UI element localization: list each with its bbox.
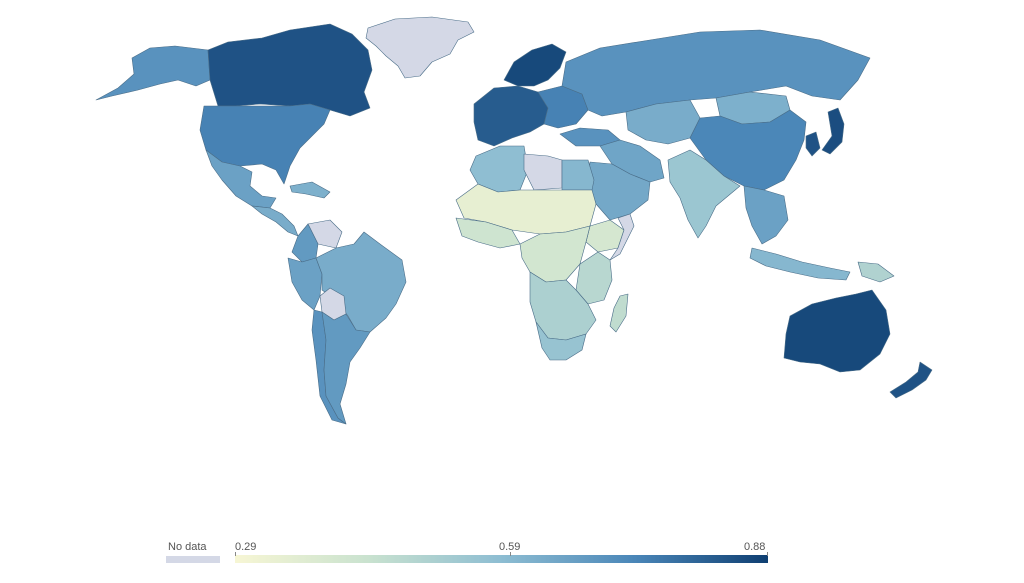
region-south-africa[interactable] [535, 321, 587, 361]
region-alaska[interactable] [95, 45, 211, 101]
region-russia[interactable] [561, 29, 871, 117]
region-caribbean[interactable] [289, 181, 331, 199]
region-southern-africa[interactable] [529, 271, 597, 341]
region-china[interactable] [689, 109, 807, 191]
region-southeast-asia[interactable] [743, 185, 789, 245]
region-new-zealand[interactable] [889, 361, 933, 399]
region-madagascar[interactable] [609, 293, 629, 333]
region-indonesia[interactable] [749, 247, 851, 281]
region-australia[interactable] [783, 289, 891, 373]
region-peru[interactable] [287, 257, 323, 311]
region-india[interactable] [667, 149, 741, 239]
region-western-europe[interactable] [473, 85, 549, 147]
region-somalia[interactable] [609, 213, 635, 261]
region-japan[interactable] [821, 107, 845, 155]
region-libya[interactable] [523, 153, 563, 191]
region-egypt[interactable] [561, 159, 595, 191]
region-argentina[interactable] [321, 311, 371, 425]
region-greenland[interactable] [365, 16, 475, 79]
region-canada[interactable] [207, 23, 373, 117]
region-korea[interactable] [805, 131, 821, 157]
region-png[interactable] [857, 261, 895, 283]
region-scandinavia[interactable] [503, 43, 567, 87]
region-central-america[interactable] [251, 205, 299, 237]
region-mexico[interactable] [205, 149, 277, 209]
region-west-africa[interactable] [455, 217, 521, 249]
